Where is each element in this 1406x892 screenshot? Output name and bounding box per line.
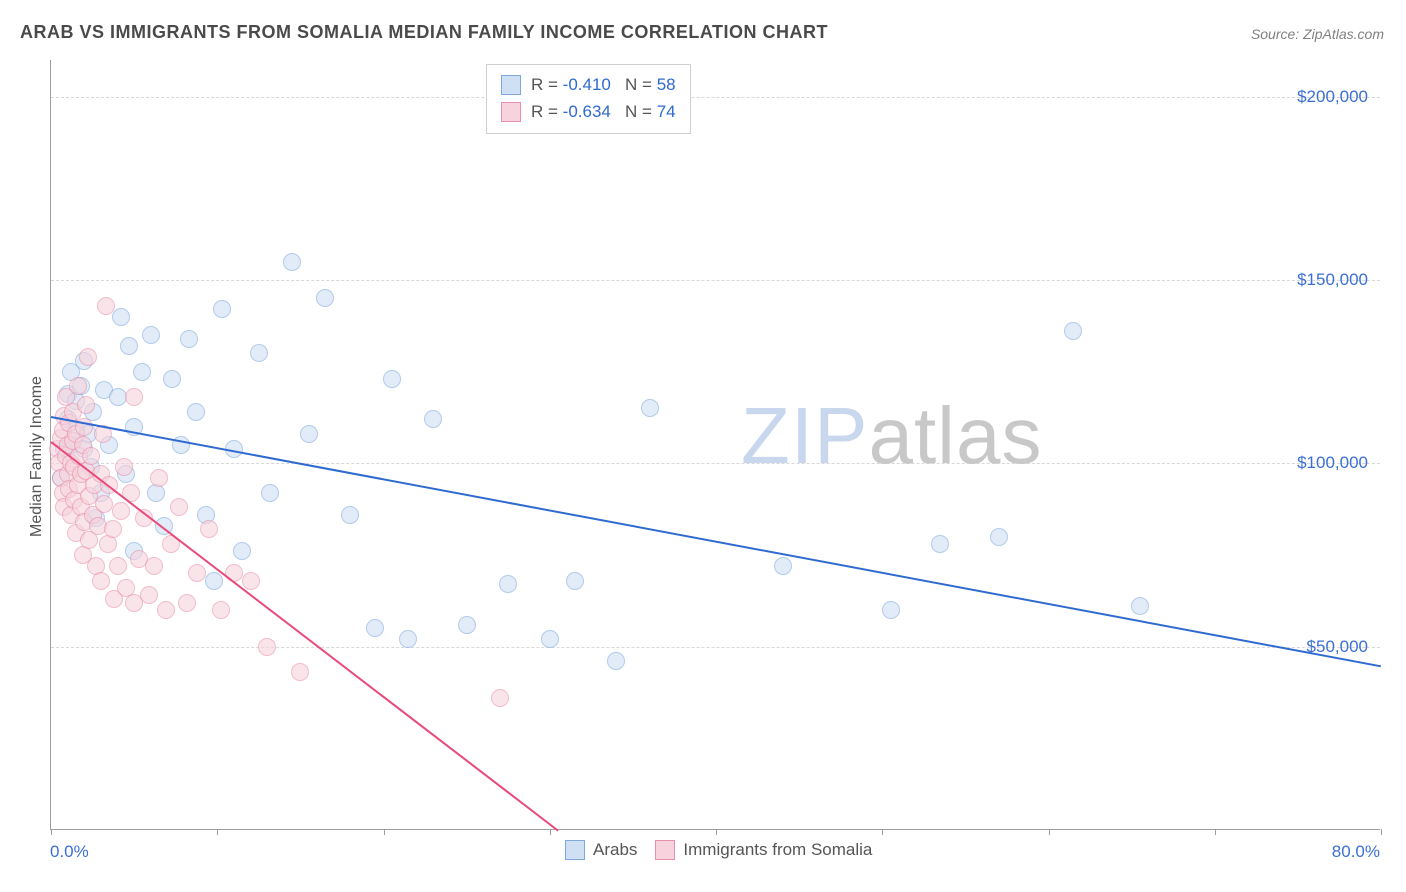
scatter-point-arabs	[931, 535, 949, 553]
scatter-point-arabs	[283, 253, 301, 271]
scatter-point-somalia	[77, 396, 95, 414]
x-tick	[51, 829, 52, 835]
y-tick-label: $100,000	[1297, 453, 1368, 473]
legend-swatch-arabs	[501, 75, 521, 95]
x-tick	[1215, 829, 1216, 835]
y-tick-label: $200,000	[1297, 87, 1368, 107]
scatter-point-somalia	[188, 564, 206, 582]
correlation-legend-row: R = -0.410 N = 58	[501, 71, 676, 98]
scatter-point-arabs	[133, 363, 151, 381]
scatter-point-somalia	[92, 572, 110, 590]
trend-line-somalia	[50, 442, 558, 832]
legend-swatch-somalia	[501, 102, 521, 122]
correlation-legend: R = -0.410 N = 58R = -0.634 N = 74	[486, 64, 691, 134]
scatter-point-somalia	[69, 377, 87, 395]
scatter-point-arabs	[1131, 597, 1149, 615]
scatter-point-arabs	[300, 425, 318, 443]
scatter-point-arabs	[187, 403, 205, 421]
scatter-point-arabs	[774, 557, 792, 575]
scatter-point-arabs	[261, 484, 279, 502]
scatter-point-somalia	[95, 495, 113, 513]
x-axis-min-label: 0.0%	[50, 842, 89, 862]
gridline	[51, 97, 1380, 98]
scatter-point-arabs	[366, 619, 384, 637]
plot-area: $50,000$100,000$150,000$200,000ZIPatlasR…	[50, 60, 1380, 830]
scatter-point-arabs	[112, 308, 130, 326]
scatter-point-arabs	[205, 572, 223, 590]
scatter-point-somalia	[200, 520, 218, 538]
scatter-point-arabs	[120, 337, 138, 355]
scatter-point-arabs	[458, 616, 476, 634]
chart-title: ARAB VS IMMIGRANTS FROM SOMALIA MEDIAN F…	[20, 22, 828, 43]
scatter-point-arabs	[341, 506, 359, 524]
scatter-point-somalia	[97, 297, 115, 315]
scatter-point-somalia	[178, 594, 196, 612]
gridline	[51, 647, 1380, 648]
scatter-point-arabs	[316, 289, 334, 307]
scatter-point-arabs	[109, 388, 127, 406]
legend-bottom: Arabs Immigrants from Somalia	[565, 840, 872, 860]
scatter-point-arabs	[399, 630, 417, 648]
x-tick	[217, 829, 218, 835]
scatter-point-somalia	[157, 601, 175, 619]
scatter-point-somalia	[104, 520, 122, 538]
x-axis-max-label: 80.0%	[1332, 842, 1380, 862]
scatter-point-arabs	[142, 326, 160, 344]
correlation-legend-row: R = -0.634 N = 74	[501, 98, 676, 125]
scatter-point-somalia	[170, 498, 188, 516]
scatter-point-arabs	[641, 399, 659, 417]
scatter-point-somalia	[242, 572, 260, 590]
scatter-point-somalia	[150, 469, 168, 487]
scatter-point-somalia	[125, 388, 143, 406]
scatter-point-somalia	[291, 663, 309, 681]
scatter-point-somalia	[140, 586, 158, 604]
scatter-point-arabs	[882, 601, 900, 619]
scatter-point-somalia	[112, 502, 130, 520]
scatter-point-arabs	[383, 370, 401, 388]
gridline	[51, 280, 1380, 281]
scatter-point-arabs	[990, 528, 1008, 546]
scatter-point-arabs	[1064, 322, 1082, 340]
scatter-point-somalia	[82, 447, 100, 465]
y-axis-title: Median Family Income	[28, 376, 46, 537]
x-tick	[550, 829, 551, 835]
scatter-point-arabs	[180, 330, 198, 348]
x-tick	[1381, 829, 1382, 835]
scatter-point-somalia	[212, 601, 230, 619]
legend-item-arabs: Arabs	[565, 840, 637, 860]
scatter-point-somalia	[491, 689, 509, 707]
legend-item-somalia: Immigrants from Somalia	[655, 840, 872, 860]
scatter-point-arabs	[424, 410, 442, 428]
legend-stats-arabs: R = -0.410 N = 58	[531, 71, 676, 98]
chart-container: ARAB VS IMMIGRANTS FROM SOMALIA MEDIAN F…	[0, 0, 1406, 892]
x-tick	[882, 829, 883, 835]
scatter-point-somalia	[109, 557, 127, 575]
scatter-point-arabs	[499, 575, 517, 593]
legend-stats-somalia: R = -0.634 N = 74	[531, 98, 676, 125]
scatter-point-arabs	[233, 542, 251, 560]
x-tick	[384, 829, 385, 835]
scatter-point-arabs	[213, 300, 231, 318]
source-attribution: Source: ZipAtlas.com	[1251, 26, 1384, 42]
gridline	[51, 463, 1380, 464]
watermark: ZIPatlas	[741, 390, 1042, 482]
scatter-point-arabs	[566, 572, 584, 590]
scatter-point-somalia	[115, 458, 133, 476]
scatter-point-somalia	[225, 564, 243, 582]
legend-label-arabs: Arabs	[593, 840, 637, 860]
trend-line-arabs	[51, 416, 1381, 667]
scatter-point-somalia	[258, 638, 276, 656]
y-tick-label: $150,000	[1297, 270, 1368, 290]
legend-swatch-arabs	[565, 840, 585, 860]
scatter-point-arabs	[607, 652, 625, 670]
scatter-point-arabs	[541, 630, 559, 648]
legend-swatch-somalia	[655, 840, 675, 860]
scatter-point-somalia	[145, 557, 163, 575]
scatter-point-somalia	[79, 348, 97, 366]
x-tick	[716, 829, 717, 835]
scatter-point-arabs	[250, 344, 268, 362]
scatter-point-arabs	[163, 370, 181, 388]
x-tick	[1049, 829, 1050, 835]
legend-label-somalia: Immigrants from Somalia	[683, 840, 872, 860]
